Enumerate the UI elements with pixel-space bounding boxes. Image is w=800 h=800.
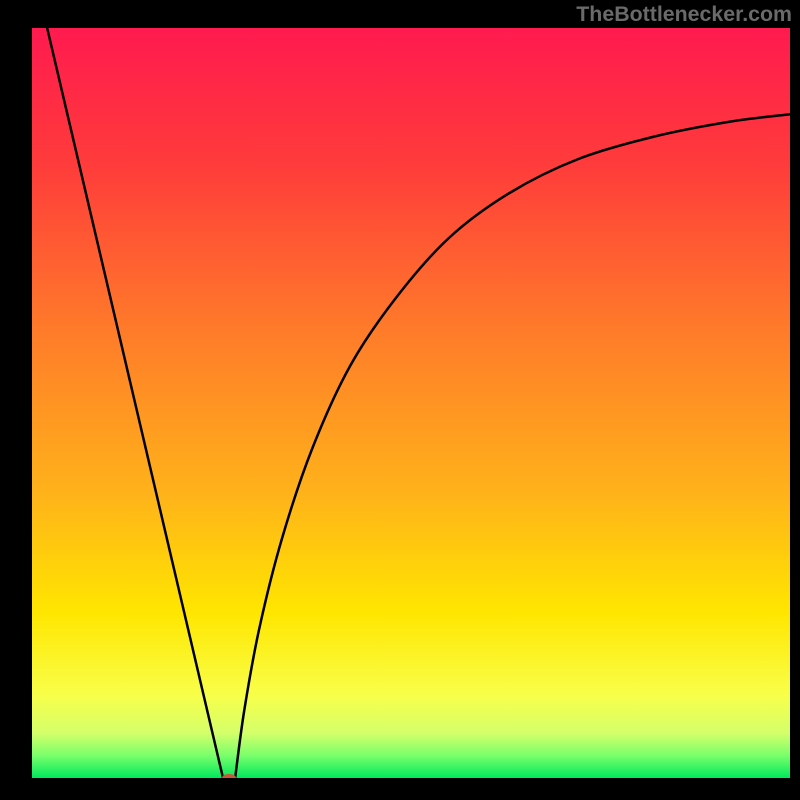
- watermark-text: TheBottlenecker.com: [576, 2, 792, 27]
- curve-left-branch: [47, 28, 223, 778]
- plot-area: [32, 28, 790, 778]
- bottleneck-curve: [32, 28, 790, 778]
- curve-right-branch: [235, 114, 790, 778]
- optimal-marker: [222, 774, 236, 778]
